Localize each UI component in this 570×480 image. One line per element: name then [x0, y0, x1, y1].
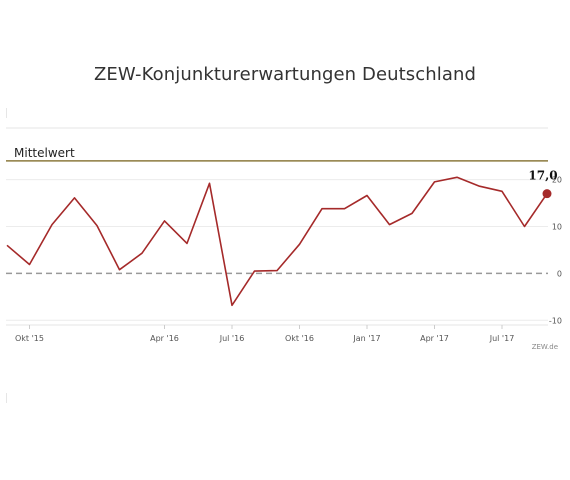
y-tick-label: 0 — [557, 269, 562, 278]
x-tick-label: Apr '16 — [150, 334, 179, 343]
grid-lines — [6, 127, 548, 326]
y-tick-label: 20 — [552, 176, 562, 185]
series-layer — [6, 176, 552, 307]
x-tick-label: Jan '17 — [352, 334, 380, 343]
y-axis-ticks: 20 10 0 -10 — [549, 176, 562, 326]
y-tick-label: -10 — [549, 316, 562, 325]
reference-lines: Mittelwert — [6, 146, 548, 275]
frame-tick-bottom — [6, 393, 7, 403]
annotation-layer: 17,0 ZEW.de — [528, 169, 558, 351]
x-axis-ticks: Okt '15 Apr '16 Jul '16 Okt '16 Jan '17 Apr '… — [15, 325, 514, 343]
y-tick-label: 10 — [552, 223, 562, 232]
x-tick-label: Okt '16 — [285, 334, 314, 343]
x-tick-label: Okt '15 — [15, 334, 44, 343]
x-tick-label: Apr '17 — [420, 334, 449, 343]
x-tick-label: Jul '16 — [219, 334, 245, 343]
frame-tick-top — [6, 108, 7, 118]
x-tick-label: Jul '17 — [489, 334, 515, 343]
series-line — [6, 176, 548, 307]
source-label: ZEW.de — [532, 343, 558, 351]
chart-title: ZEW-Konjunkturerwartungen Deutschland — [93, 64, 477, 85]
last-value-point — [542, 189, 552, 199]
last-value-label: 17,0 — [528, 169, 557, 183]
mean-line-label: Mittelwert — [14, 146, 75, 160]
